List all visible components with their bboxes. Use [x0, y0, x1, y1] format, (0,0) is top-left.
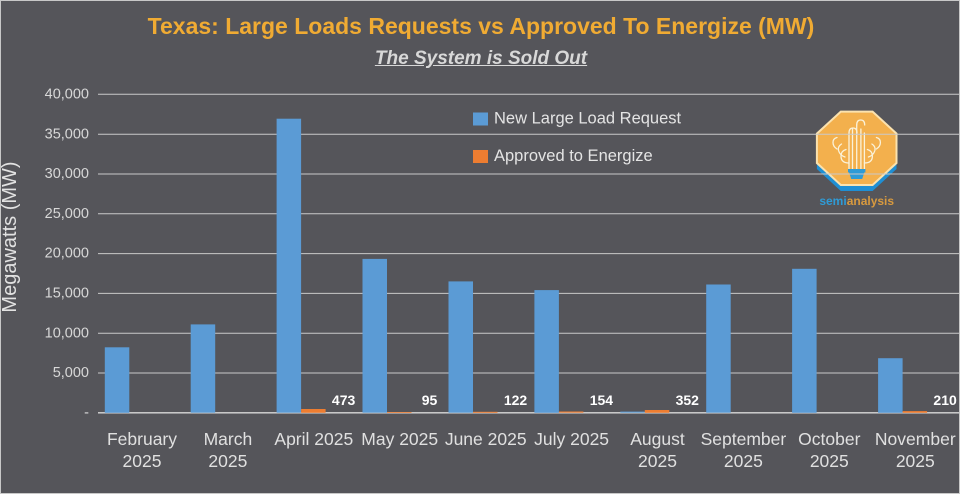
svg-text:-: - [84, 405, 89, 421]
svg-text:30,000: 30,000 [45, 166, 89, 182]
svg-text:2025: 2025 [208, 451, 247, 471]
svg-text:95: 95 [422, 392, 438, 408]
svg-text:October: October [798, 429, 860, 449]
svg-text:10,000: 10,000 [45, 325, 89, 341]
svg-text:2025: 2025 [123, 451, 162, 471]
svg-text:154: 154 [590, 392, 614, 408]
svg-text:210: 210 [933, 392, 957, 408]
svg-text:February: February [107, 429, 177, 449]
svg-text:November: November [875, 429, 956, 449]
svg-text:New Large Load Request: New Large Load Request [494, 110, 682, 128]
svg-text:July 2025: July 2025 [534, 429, 609, 449]
svg-text:5,000: 5,000 [53, 365, 89, 381]
svg-text:20,000: 20,000 [45, 246, 89, 262]
svg-text:15,000: 15,000 [45, 286, 89, 302]
svg-text:2025: 2025 [638, 451, 677, 471]
svg-text:40,000: 40,000 [45, 87, 89, 103]
svg-text:April 2025: April 2025 [274, 429, 353, 449]
svg-text:June 2025: June 2025 [445, 429, 527, 449]
svg-text:May 2025: May 2025 [361, 429, 438, 449]
svg-text:Megawatts (MW): Megawatts (MW) [1, 161, 21, 312]
svg-text:March: March [204, 429, 253, 449]
svg-text:2025: 2025 [810, 451, 849, 471]
svg-text:August: August [630, 429, 685, 449]
svg-text:25,000: 25,000 [45, 206, 89, 222]
svg-text:2025: 2025 [724, 451, 763, 471]
svg-text:35,000: 35,000 [45, 126, 89, 142]
svg-text:352: 352 [676, 392, 700, 408]
svg-text:473: 473 [332, 392, 356, 408]
svg-text:122: 122 [504, 392, 528, 408]
svg-text:2025: 2025 [896, 451, 935, 471]
svg-text:September: September [701, 429, 787, 449]
svg-text:Approved to Energize: Approved to Energize [494, 147, 653, 165]
